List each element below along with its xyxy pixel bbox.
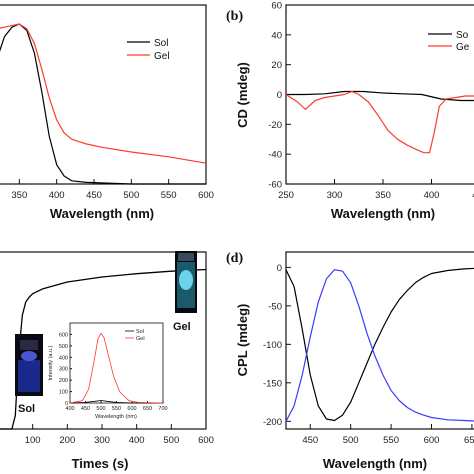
- panel-c-x-ticks: 100 200 300 400 500 600: [25, 424, 214, 446]
- inset-y-axis-label: Intensity (a.u.): [48, 345, 54, 380]
- y-tick-label: -200: [263, 417, 282, 428]
- sol-vial-image: [15, 334, 43, 396]
- x-tick-label: 450: [302, 435, 318, 446]
- panel-a-series: [0, 23, 207, 185]
- x-tick-label: 100: [25, 435, 41, 446]
- x-tick-label: 350: [375, 190, 391, 201]
- y-tick-label: 200: [59, 378, 68, 384]
- panel-a-chart: 350 400 450 500 550 600 Sol Gel Wavelength (n…: [0, 4, 214, 221]
- x-tick-label: 650: [143, 406, 152, 412]
- inset-legend-label-gel: Gel: [136, 336, 145, 342]
- panel-d-y-ticks: 0 -50 -100 -150 -200: [263, 263, 291, 428]
- x-tick-label: 700: [158, 406, 167, 412]
- x-tick-label: 200: [59, 435, 75, 446]
- x-tick-label: 500: [96, 406, 105, 412]
- panel-c-x-axis-label: Times (s): [72, 456, 129, 471]
- panel-d-letter: (d): [226, 251, 243, 266]
- panel-a-x-ticks: 350 400 450 500 550 600: [11, 179, 214, 201]
- x-tick-label: 550: [161, 190, 177, 201]
- panel-b-letter: (b): [226, 9, 243, 24]
- panel-a-frame: [0, 4, 207, 185]
- panel-d-chart: (d) 450 500 550 600 650 0 -50 -100 -150 -200 Wav…: [226, 251, 474, 471]
- panel-d-y-axis-label: CPL (mdeg): [235, 304, 250, 377]
- y-tick-label: 20: [271, 60, 282, 71]
- series-line-gel: [0, 23, 207, 164]
- y-tick-label: -150: [263, 378, 282, 389]
- x-tick-label: 450: [472, 190, 474, 201]
- panel-c-chart: 100 200 300 400 500 600 Sol Gel 400 450 500 550 6…: [0, 251, 214, 471]
- sol-label: Sol: [18, 403, 35, 415]
- gel-label: Gel: [173, 321, 191, 333]
- x-tick-label: 600: [424, 435, 440, 446]
- x-tick-label: 600: [198, 435, 214, 446]
- y-tick-label: 100: [59, 390, 68, 396]
- panel-d-x-axis-label: Wavelength (nm): [323, 456, 427, 471]
- series-line-sol: [0, 23, 206, 185]
- legend-label-sol: Sol: [154, 38, 168, 49]
- y-tick-label: 40: [271, 30, 282, 41]
- panel-d-frame: [285, 251, 474, 430]
- y-tick-label: -100: [263, 340, 282, 351]
- x-tick-label: 600: [198, 190, 214, 201]
- x-tick-label: 500: [123, 190, 139, 201]
- x-tick-label: 500: [343, 435, 359, 446]
- y-tick-label: -60: [268, 180, 282, 191]
- y-tick-label: -20: [268, 120, 282, 131]
- x-tick-label: 250: [278, 190, 294, 201]
- inset-chart: 400 450 500 550 600 650 700 0 100 200 300 400 500 60…: [48, 322, 168, 420]
- y-tick-label: 0: [65, 401, 68, 407]
- x-tick-label: 350: [11, 190, 27, 201]
- panel-b-legend: So Ge: [428, 30, 470, 53]
- y-tick-label: -50: [268, 301, 282, 312]
- panel-b-x-ticks: 250 300 350 400 450: [278, 179, 474, 201]
- inset-x-axis-label: Wavelength (nm): [95, 414, 137, 420]
- series-line-sol: [286, 90, 474, 102]
- panel-a-x-axis-label: Wavelength (nm): [50, 206, 154, 221]
- x-tick-label: 400: [49, 190, 65, 201]
- y-tick-label: 300: [59, 367, 68, 373]
- x-tick-label: 400: [129, 435, 145, 446]
- y-tick-label: 0: [277, 263, 282, 274]
- inset-frame: [69, 322, 164, 404]
- series-line-2: [285, 269, 474, 422]
- gel-vial-image: [175, 251, 197, 313]
- x-tick-label: 450: [81, 406, 90, 412]
- y-tick-label: 600: [59, 332, 68, 338]
- legend-label-gel: Ge: [456, 42, 470, 53]
- x-tick-label: 400: [65, 406, 74, 412]
- y-tick-label: 500: [59, 344, 68, 350]
- y-tick-label: 0: [277, 90, 282, 101]
- x-tick-label: 300: [327, 190, 343, 201]
- y-tick-label: -40: [268, 150, 282, 161]
- panel-b-x-axis-label: Wavelength (nm): [331, 206, 435, 221]
- panel-b-series: [285, 90, 474, 154]
- series-line-gel: [69, 332, 164, 404]
- panel-a-legend: Sol Gel: [127, 38, 170, 62]
- x-tick-label: 600: [127, 406, 136, 412]
- inset-series: [69, 332, 164, 404]
- panel-b-y-axis-label: CD (mdeg): [235, 62, 250, 128]
- legend-label-gel: Gel: [154, 51, 170, 62]
- y-tick-label: 60: [271, 1, 282, 12]
- x-tick-label: 300: [94, 435, 110, 446]
- y-tick-label: 400: [59, 355, 68, 361]
- x-tick-label: 650: [464, 435, 474, 446]
- panel-d-x-ticks: 450 500 550 600 650: [302, 424, 474, 446]
- x-tick-label: 550: [112, 406, 121, 412]
- series-line-sol: [69, 400, 163, 404]
- series-line-1: [0, 268, 207, 430]
- x-tick-label: 400: [424, 190, 440, 201]
- panel-c-series: [0, 268, 207, 430]
- x-tick-label: 500: [163, 435, 179, 446]
- series-line-gel: [285, 90, 474, 154]
- series-line-1: [285, 267, 474, 422]
- panel-b-chart: (b) 250 300 350 400 450 60 40 20 0 -20 -40 -60 So …: [226, 1, 474, 221]
- panel-d-series: [285, 267, 474, 422]
- legend-label-sol: So: [456, 30, 469, 41]
- x-tick-label: 450: [86, 190, 102, 201]
- inset-legend-label-sol: Sol: [136, 329, 144, 335]
- x-tick-label: 550: [383, 435, 399, 446]
